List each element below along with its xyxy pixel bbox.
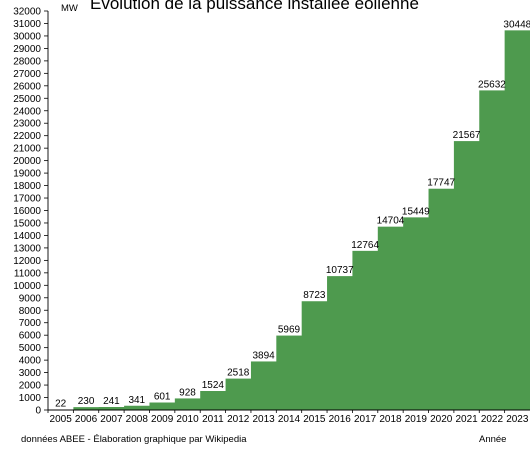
y-tick-29000: 29000 <box>13 44 41 55</box>
y-tick-22000: 22000 <box>13 131 41 142</box>
x-tick-2005: 2005 <box>50 414 73 425</box>
bar-2013 <box>251 361 277 410</box>
y-tick-23000: 23000 <box>13 119 41 130</box>
y-tick-5000: 5000 <box>19 343 42 354</box>
bar-2021 <box>454 141 480 410</box>
y-tick-9000: 9000 <box>19 293 42 304</box>
y-tick-3000: 3000 <box>19 368 42 379</box>
bars-layer <box>48 30 530 410</box>
y-tick-4000: 4000 <box>19 356 42 367</box>
x-tick-2022: 2022 <box>481 414 504 425</box>
data-label-2005: 22 <box>55 399 67 410</box>
data-label-2009: 601 <box>154 392 171 403</box>
bar-2009 <box>149 403 175 410</box>
data-label-2015: 8723 <box>303 290 326 301</box>
data-label-2016: 10737 <box>326 265 354 276</box>
y-tick-2000: 2000 <box>19 381 42 392</box>
y-tick-24000: 24000 <box>13 106 41 117</box>
data-label-2017: 12764 <box>351 240 379 251</box>
bar-2020 <box>429 189 455 410</box>
y-tick-30000: 30000 <box>13 31 41 42</box>
y-axis-unit-label: MW <box>61 3 78 14</box>
x-tick-2021: 2021 <box>455 414 478 425</box>
x-tick-2018: 2018 <box>379 414 402 425</box>
y-tick-25000: 25000 <box>13 94 41 105</box>
bar-2017 <box>352 251 378 410</box>
bar-2012 <box>226 379 252 410</box>
data-label-2007: 241 <box>103 396 120 407</box>
x-tick-2012: 2012 <box>227 414 250 425</box>
y-tick-32000: 32000 <box>13 7 41 18</box>
x-tick-2006: 2006 <box>75 414 98 425</box>
y-tick-6000: 6000 <box>19 331 42 342</box>
y-tick-11000: 11000 <box>14 268 42 279</box>
data-label-2011: 1524 <box>202 380 225 391</box>
data-label-2019: 15449 <box>402 206 430 217</box>
y-tick-16000: 16000 <box>13 206 41 217</box>
x-tick-2007: 2007 <box>100 414 123 425</box>
data-label-2006: 230 <box>78 396 95 407</box>
y-tick-17000: 17000 <box>13 194 41 205</box>
bar-2010 <box>175 398 201 410</box>
x-tick-2014: 2014 <box>278 414 301 425</box>
x-tick-2010: 2010 <box>176 414 199 425</box>
data-label-2018: 14704 <box>377 216 405 227</box>
data-label-2022: 25632 <box>478 79 506 90</box>
data-label-2020: 17747 <box>427 178 455 189</box>
bar-2019 <box>403 217 429 410</box>
y-tick-13000: 13000 <box>13 243 41 254</box>
data-label-2010: 928 <box>179 387 196 398</box>
y-tick-0: 0 <box>35 406 41 417</box>
y-tick-20000: 20000 <box>13 156 41 167</box>
y-tick-8000: 8000 <box>19 306 42 317</box>
bar-2022 <box>479 90 505 410</box>
x-tick-2009: 2009 <box>151 414 174 425</box>
y-tick-31000: 31000 <box>13 19 41 30</box>
x-tick-2017: 2017 <box>354 414 377 425</box>
x-tick-2015: 2015 <box>303 414 326 425</box>
data-label-2012: 2518 <box>227 368 250 379</box>
y-tick-28000: 28000 <box>13 56 41 67</box>
data-label-2021: 21567 <box>453 130 481 141</box>
x-tick-2013: 2013 <box>253 414 276 425</box>
y-tick-19000: 19000 <box>13 169 41 180</box>
x-tick-2023: 2023 <box>506 414 529 425</box>
bar-2011 <box>200 391 226 410</box>
chart-title: Évolution de la puissance installée éoli… <box>90 0 419 13</box>
x-tick-2019: 2019 <box>405 414 428 425</box>
data-label-2013: 3894 <box>253 350 276 361</box>
source-note: données ABEE - Élaboration graphique par… <box>21 434 247 445</box>
x-tick-2011: 2011 <box>202 414 224 425</box>
y-tick-1000: 1000 <box>19 393 42 404</box>
y-tick-14000: 14000 <box>13 231 41 242</box>
y-tick-26000: 26000 <box>13 81 41 92</box>
data-label-2008: 341 <box>128 395 145 406</box>
x-tick-2008: 2008 <box>126 414 149 425</box>
bar-2018 <box>378 227 404 410</box>
y-tick-21000: 21000 <box>13 144 41 155</box>
y-tick-7000: 7000 <box>19 318 42 329</box>
bar-2023 <box>505 30 530 410</box>
y-tick-18000: 18000 <box>13 181 41 192</box>
y-tick-15000: 15000 <box>13 218 41 229</box>
x-tick-2020: 2020 <box>430 414 453 425</box>
y-tick-12000: 12000 <box>13 256 41 267</box>
bar-2014 <box>276 336 302 410</box>
data-label-2023: 30448 <box>503 19 530 30</box>
x-tick-2016: 2016 <box>329 414 352 425</box>
x-axis-label: Année <box>479 434 506 445</box>
data-label-2014: 5969 <box>278 325 301 336</box>
bar-2016 <box>327 276 353 410</box>
y-tick-27000: 27000 <box>13 69 41 80</box>
bar-2008 <box>124 406 150 410</box>
y-tick-10000: 10000 <box>13 281 41 292</box>
bar-2015 <box>302 301 328 410</box>
